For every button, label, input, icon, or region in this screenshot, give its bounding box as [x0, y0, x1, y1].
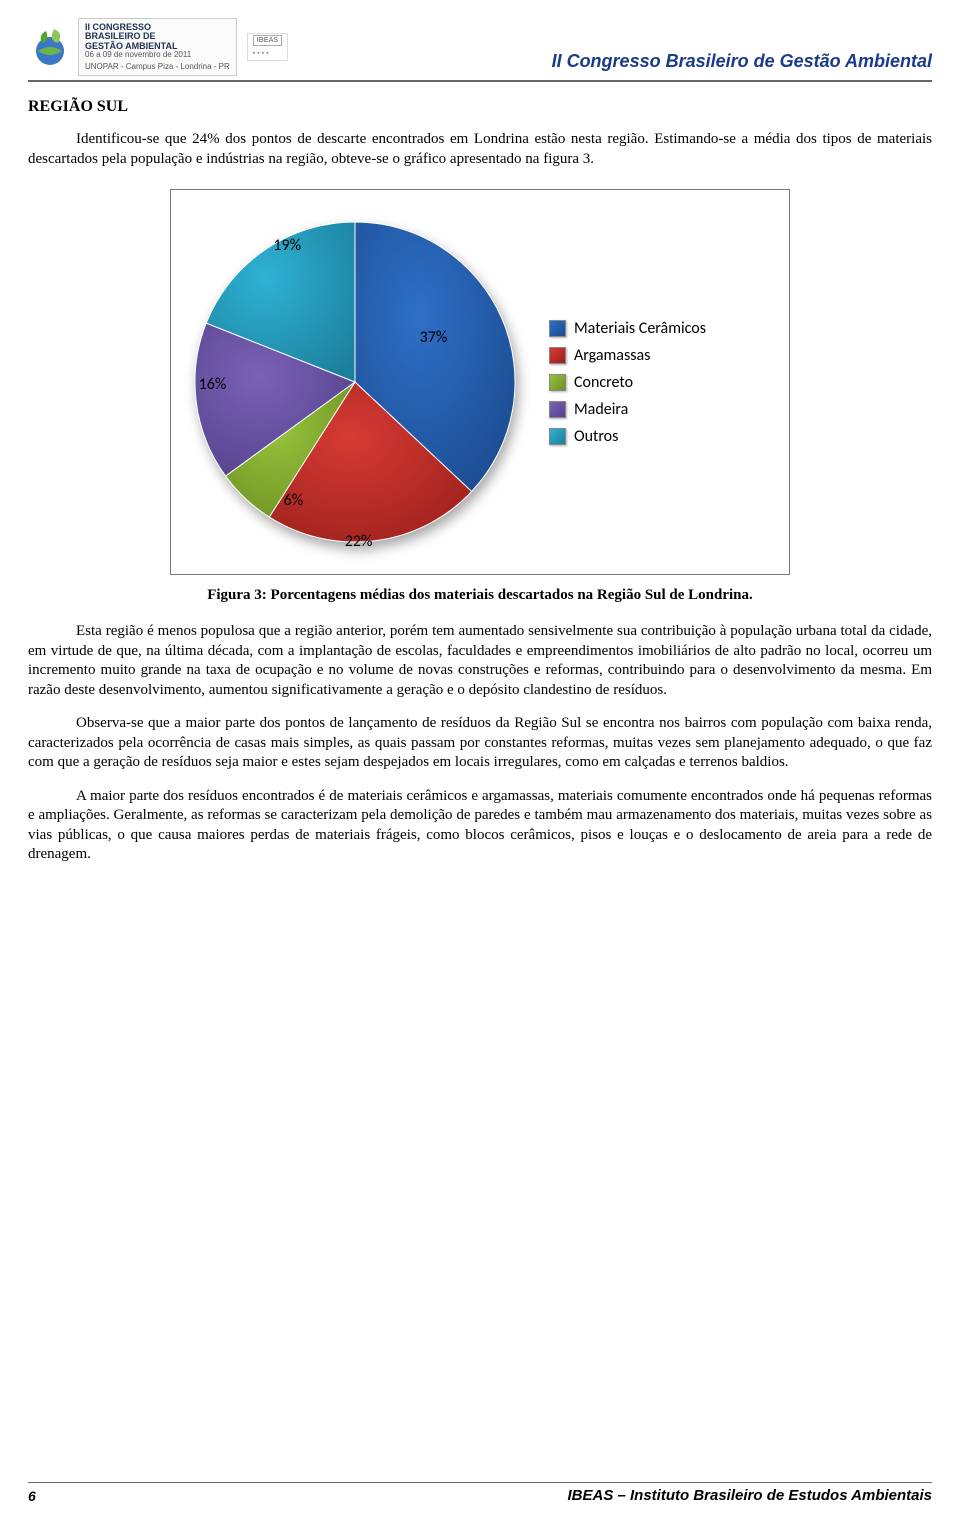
pie-label: 6% — [284, 491, 304, 510]
legend-item: Concreto — [549, 373, 706, 392]
paragraph-4: A maior parte dos resíduos encontrados é… — [28, 787, 932, 865]
legend-swatch — [549, 320, 566, 337]
page-footer: 6 IBEAS – Instituto Brasileiro de Estudo… — [28, 1482, 932, 1504]
legend-item: Materiais Cerâmicos — [549, 319, 706, 338]
pie-label: 19% — [273, 236, 301, 255]
pie-label: 37% — [420, 328, 448, 347]
chart-legend: Materiais Cerâmicos Argamassas Concreto Mad… — [549, 311, 706, 454]
legend-label: Madeira — [574, 400, 628, 419]
figure-3: 37% 22% 6% 16% 19% Materiais Cerâmicos Argama… — [170, 189, 790, 575]
legend-item: Outros — [549, 427, 706, 446]
paragraph-1: Identificou-se que 24% dos pontos de des… — [28, 130, 932, 169]
legend-label: Outros — [574, 427, 618, 446]
banner-venue: UNOPAR - Campus Piza - Londrina - PR — [85, 63, 230, 71]
globe-leaf-logo — [28, 25, 72, 69]
paragraph-2: Esta região é menos populosa que a regiã… — [28, 622, 932, 700]
legend-swatch — [549, 428, 566, 445]
legend-swatch — [549, 374, 566, 391]
congress-title: II Congresso Brasileiro de Gestão Ambien… — [552, 51, 932, 72]
banner-dates: 06 a 09 de novembro de 2011 — [85, 51, 230, 59]
legend-label: Materiais Cerâmicos — [574, 319, 706, 338]
page-header: II CONGRESSO BRASILEIRO DE GESTÃO AMBIEN… — [28, 18, 932, 82]
legend-swatch — [549, 347, 566, 364]
legend-item: Argamassas — [549, 346, 706, 365]
banner-org: IBEAS — [253, 35, 282, 46]
pie-chart: 37% 22% 6% 16% 19% — [185, 212, 525, 552]
legend-swatch — [549, 401, 566, 418]
pie-label: 16% — [199, 375, 227, 394]
header-banner: II CONGRESSO BRASILEIRO DE GESTÃO AMBIEN… — [28, 18, 288, 76]
figure-caption: Figura 3: Porcentagens médias dos materi… — [28, 587, 932, 604]
legend-label: Concreto — [574, 373, 633, 392]
footer-institute: IBEAS – Instituto Brasileiro de Estudos … — [567, 1487, 932, 1504]
legend-item: Madeira — [549, 400, 706, 419]
legend-label: Argamassas — [574, 346, 650, 365]
section-heading: REGIÃO SUL — [28, 98, 932, 116]
pie-label: 22% — [345, 532, 373, 551]
paragraph-3: Observa-se que a maior parte dos pontos … — [28, 714, 932, 773]
page-number: 6 — [28, 1488, 36, 1504]
